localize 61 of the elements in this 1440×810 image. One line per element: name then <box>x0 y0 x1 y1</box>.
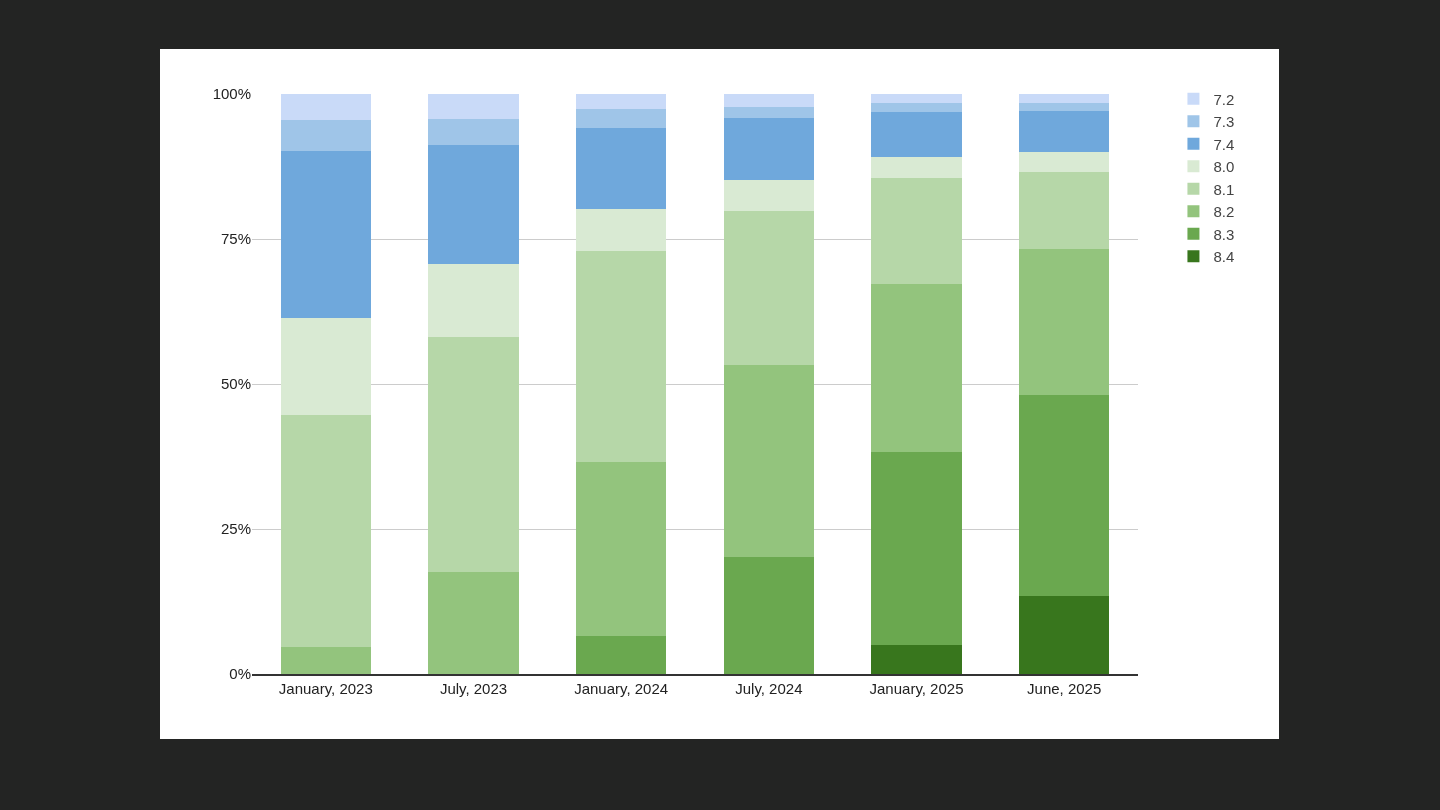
bar <box>723 94 814 107</box>
bar <box>871 103 962 112</box>
bar <box>1019 110 1110 152</box>
bar <box>576 109 667 129</box>
y-tick-label: 75% <box>220 230 251 248</box>
legend-label: 8.4 <box>1213 248 1235 265</box>
y-tick-label: 100% <box>212 85 251 103</box>
bar <box>576 94 667 110</box>
bar <box>1019 171 1110 249</box>
bar <box>428 571 519 674</box>
bar <box>280 150 371 318</box>
y-tick-label: 50% <box>220 375 251 393</box>
bar <box>1019 395 1110 597</box>
bar <box>280 317 371 415</box>
bar <box>576 208 667 252</box>
legend-label: 8.2 <box>1213 203 1235 220</box>
bar <box>1019 152 1110 172</box>
bar <box>1019 103 1110 111</box>
bar <box>871 111 962 158</box>
x-tick-label: January, 2023 <box>278 679 373 697</box>
bar <box>723 106 814 118</box>
bar <box>1019 248 1110 396</box>
y-tick-label: 25% <box>220 520 251 538</box>
bar <box>871 157 962 179</box>
bar <box>723 556 814 674</box>
bar <box>723 364 814 557</box>
bar <box>280 120 371 151</box>
legend-label: 8.3 <box>1213 225 1235 243</box>
x-tick-label: January, 2024 <box>574 679 669 697</box>
bar <box>280 414 371 647</box>
bar <box>723 211 814 365</box>
bar <box>428 145 519 264</box>
bar <box>1019 94 1110 104</box>
bar <box>871 178 962 285</box>
legend-label: 8.0 <box>1213 158 1235 175</box>
bar <box>428 94 519 119</box>
bar <box>576 251 667 462</box>
bar <box>428 263 519 338</box>
bar <box>280 646 371 674</box>
x-tick-label: July, 2024 <box>735 679 803 697</box>
legend-label: 7.4 <box>1213 135 1235 153</box>
bar <box>723 117 814 180</box>
bar <box>871 451 962 645</box>
x-tick-label: June, 2025 <box>1027 679 1102 697</box>
bar <box>576 461 667 636</box>
legend-label: 7.3 <box>1213 113 1235 130</box>
y-tick-label: 0% <box>229 665 251 683</box>
bar <box>1019 596 1110 674</box>
bar <box>871 94 962 104</box>
bar <box>280 94 371 121</box>
bar <box>576 128 667 209</box>
bar <box>871 284 962 452</box>
x-tick-label: January, 2025 <box>869 679 964 697</box>
bar <box>871 645 962 674</box>
bar <box>576 635 667 674</box>
x-tick-label: July, 2023 <box>439 679 508 697</box>
legend-label: 8.1 <box>1213 180 1235 198</box>
bar <box>428 118 519 146</box>
bar <box>428 337 519 572</box>
legend-label: 7.2 <box>1213 90 1235 108</box>
bar <box>723 179 814 212</box>
